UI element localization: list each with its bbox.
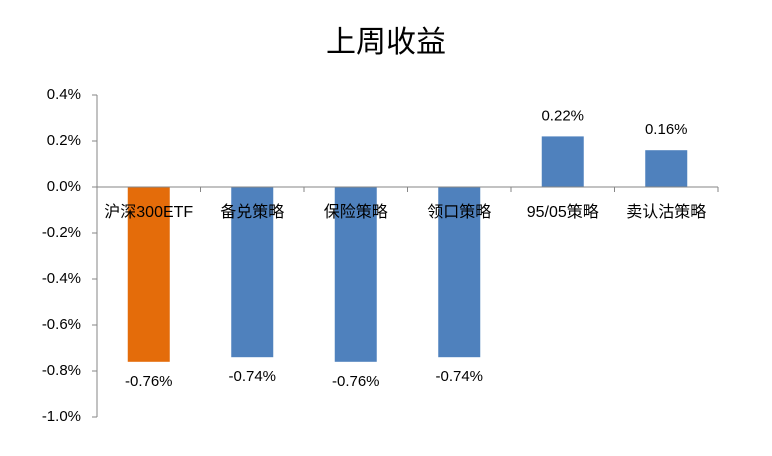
- value-label: -0.74%: [228, 368, 276, 385]
- y-tick-label: 0.4%: [47, 86, 81, 103]
- x-tick-label: 95/05策略: [527, 203, 599, 221]
- bar: [645, 150, 688, 187]
- bar: [127, 187, 170, 362]
- y-tick-label: -0.2%: [42, 224, 81, 241]
- y-tick-label: -0.8%: [42, 362, 81, 379]
- bar: [438, 187, 481, 358]
- x-tick-label: 卖认沽策略: [626, 203, 706, 221]
- x-tick-label: 沪深300ETF: [104, 203, 193, 221]
- y-tick-label: 0.2%: [47, 132, 81, 149]
- y-tick-label: -0.4%: [42, 270, 81, 287]
- x-tick-label: 领口策略: [427, 203, 491, 221]
- value-label: 0.22%: [541, 107, 584, 124]
- bar: [334, 187, 377, 362]
- bar: [541, 136, 584, 187]
- x-tick-label: 备兑策略: [220, 203, 284, 221]
- y-tick-label: -0.6%: [42, 316, 81, 333]
- bar: [231, 187, 274, 358]
- value-label: -0.74%: [435, 368, 483, 385]
- chart-title: 上周收益: [326, 26, 446, 59]
- y-tick-label: -1.0%: [42, 408, 81, 425]
- value-label: -0.76%: [125, 373, 173, 390]
- value-label: 0.16%: [645, 121, 688, 138]
- y-tick-label: 0.0%: [47, 178, 81, 195]
- value-label: -0.76%: [332, 373, 380, 390]
- x-tick-label: 保险策略: [324, 203, 388, 221]
